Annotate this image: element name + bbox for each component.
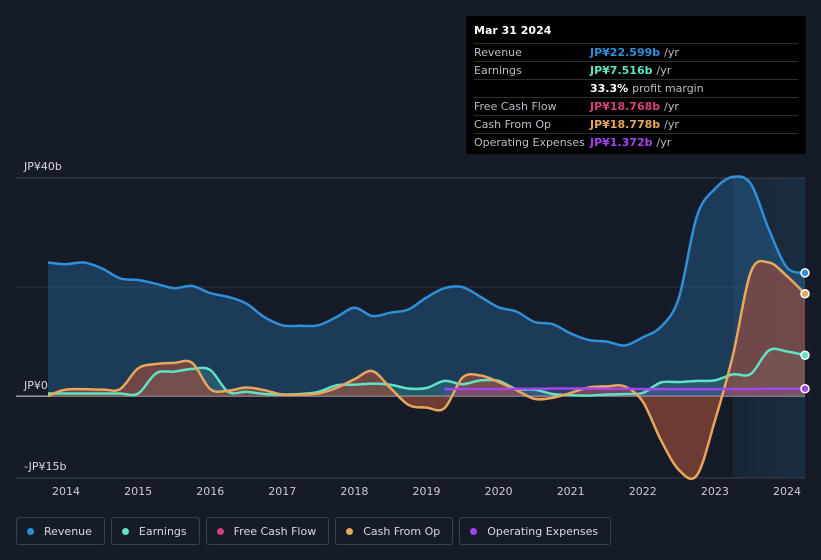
- tooltip-row-revenue: Revenue JP¥22.599b /yr: [474, 43, 798, 61]
- y-axis-label: JP¥40b: [23, 160, 62, 173]
- tooltip-label: Revenue: [474, 46, 522, 59]
- tooltip-unit: /yr: [656, 64, 672, 77]
- legend-label: Operating Expenses: [487, 524, 599, 538]
- tooltip-unit: /yr: [664, 100, 679, 113]
- legend-dot-icon: [346, 527, 354, 535]
- legend-label: Earnings: [138, 524, 187, 538]
- legend-item-operating-expenses[interactable]: Operating Expenses: [459, 517, 612, 545]
- operating-expenses-end-marker: [800, 383, 810, 394]
- legend-dot-icon: [27, 527, 34, 535]
- legend-label: Revenue: [44, 524, 92, 538]
- x-tick-label: 2014: [52, 485, 80, 498]
- tooltip-row-free-cash-flow: Free Cash Flow JP¥18.768b /yr: [474, 97, 798, 115]
- x-tick-label: 2018: [340, 485, 368, 498]
- cash-from-op-line: [47, 259, 806, 480]
- tooltip-label: Operating Expenses: [474, 136, 585, 149]
- x-tick-label: 2021: [557, 485, 585, 498]
- data-tooltip: Mar 31 2024 Revenue JP¥22.599b /yr Earni…: [466, 16, 806, 154]
- x-tick-label: 2024: [773, 485, 801, 498]
- legend-item-free-cash-flow[interactable]: Free Cash Flow: [205, 517, 330, 545]
- y-axis-label: JP¥0: [23, 379, 48, 392]
- tooltip-row-earnings: Earnings JP¥7.516b /yr: [474, 61, 798, 79]
- tooltip-label: Free Cash Flow: [474, 100, 557, 113]
- tooltip-value: 33.3%: [590, 82, 629, 95]
- tooltip-value: JP¥18.778b: [590, 118, 661, 131]
- tooltip-value: JP¥18.768b: [590, 100, 661, 113]
- x-tick-label: 2023: [701, 485, 729, 498]
- legend-item-earnings[interactable]: Earnings: [110, 517, 200, 545]
- x-tick-label: 2019: [413, 485, 441, 498]
- legend-dot-icon: [470, 527, 478, 535]
- earnings-line: [48, 347, 806, 397]
- legend-item-cash-from-op[interactable]: Cash From Op: [335, 517, 454, 545]
- legend-dot-icon: [121, 527, 129, 535]
- tooltip-row-operating-expenses: Operating Expenses JP¥1.372b /yr: [474, 133, 798, 151]
- x-tick-label: 2015: [124, 485, 152, 498]
- revenue-line: [47, 175, 806, 347]
- tooltip-value: JP¥7.516b: [590, 64, 653, 77]
- tooltip-unit: profit margin: [632, 82, 704, 95]
- x-tick-label: 2020: [485, 485, 513, 498]
- tooltip-unit: /yr: [656, 136, 672, 149]
- x-tick-label: 2016: [196, 485, 224, 498]
- tooltip-unit: /yr: [664, 118, 679, 131]
- cash-from-op-end-marker: [800, 288, 810, 299]
- tooltip-value: JP¥1.372b: [590, 136, 653, 149]
- operating-expenses-line: [444, 387, 806, 391]
- tooltip-date: Mar 31 2024: [474, 24, 552, 37]
- tooltip-row-profit-margin: 33.3% profit margin: [474, 79, 798, 97]
- tooltip-value: JP¥22.599b: [590, 46, 661, 59]
- revenue-area: [48, 176, 805, 397]
- tooltip-label: Cash From Op: [474, 118, 552, 131]
- tooltip-row-cash-from-op: Cash From Op JP¥18.778b /yr: [474, 115, 798, 133]
- legend-label: Cash From Op: [363, 524, 441, 538]
- legend-dot-icon: [216, 527, 224, 535]
- x-tick-label: 2022: [629, 485, 657, 498]
- x-tick-label: 2017: [268, 485, 296, 498]
- chart-legend: Revenue Earnings Free Cash Flow Cash Fro…: [16, 517, 612, 545]
- y-axis-label: -JP¥15b: [24, 460, 66, 473]
- legend-item-revenue[interactable]: Revenue: [16, 517, 105, 545]
- earnings-end-marker: [800, 350, 810, 361]
- tooltip-unit: /yr: [664, 46, 679, 59]
- revenue-end-marker: [800, 268, 810, 278]
- tooltip-label: Earnings: [474, 64, 522, 77]
- tooltip-label: [474, 81, 590, 97]
- legend-label: Free Cash Flow: [233, 524, 317, 538]
